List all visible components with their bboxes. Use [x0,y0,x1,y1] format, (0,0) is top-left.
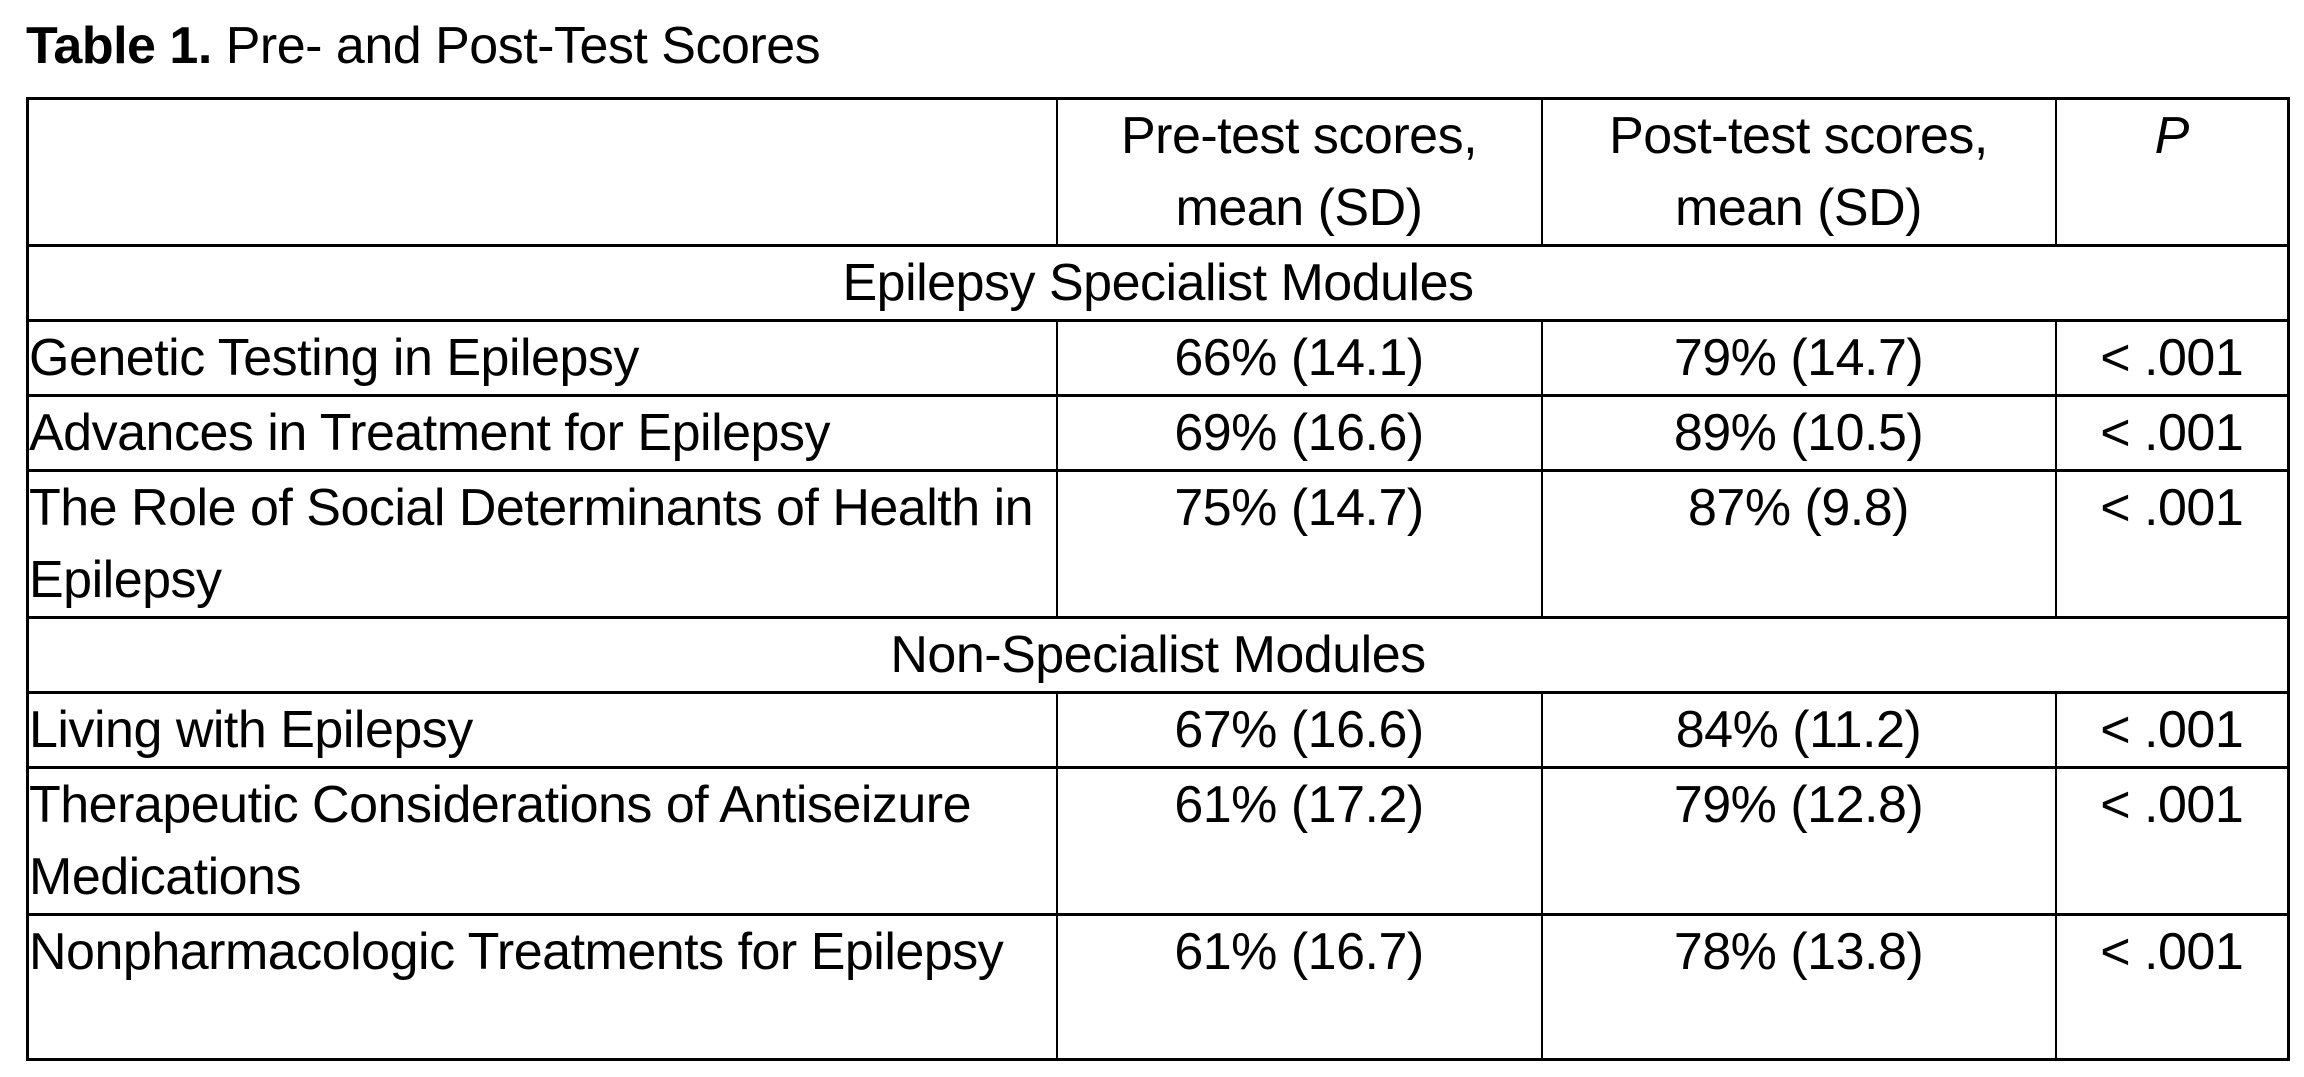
pre-score-cell: 61% (17.2) [1055,766,1543,916]
module-cell: Genetic Testing in Epilepsy [26,319,1058,397]
post-score-cell: 89% (10.5) [1540,394,2057,472]
column-header-posttest: Post-test scores, mean (SD) [1540,97,2057,247]
module-cell: The Role of Social Determinants of Healt… [26,469,1058,619]
header-row: Pre-test scores, mean (SD) Post-test sco… [26,97,2290,247]
table-row: Nonpharmacologic Treatments for Epilepsy… [26,913,2290,1061]
post-score-cell: 79% (12.8) [1540,766,2057,916]
pre-score-cell: 69% (16.6) [1055,394,1543,472]
column-header-posttest-line1: Post-test scores, [1609,107,1988,165]
column-header-pretest-line2: mean (SD) [1175,179,1423,237]
table-row: Genetic Testing in Epilepsy 66% (14.1) 7… [26,319,2290,397]
table-caption-title: Pre- and Post-Test Scores [225,17,821,75]
pre-score-cell: 66% (14.1) [1055,319,1543,397]
p-value-cell: < .001 [2054,469,2290,619]
p-value-cell: < .001 [2054,691,2290,769]
module-cell: Advances in Treatment for Epilepsy [26,394,1058,472]
p-value-cell: < .001 [2054,319,2290,397]
p-value-cell: < .001 [2054,913,2290,1061]
section-header-row: Non-Specialist Modules [26,616,2290,694]
post-score-cell: 78% (13.8) [1540,913,2057,1061]
table-row: Living with Epilepsy 67% (16.6) 84% (11.… [26,691,2290,769]
module-cell: Nonpharmacologic Treatments for Epilepsy [26,913,1058,1061]
column-header-posttest-line2: mean (SD) [1675,179,1922,237]
table-row: Advances in Treatment for Epilepsy 69% (… [26,394,2290,472]
p-value-cell: < .001 [2054,766,2290,916]
module-cell: Therapeutic Considerations of Antiseizur… [26,766,1058,916]
column-header-pretest: Pre-test scores, mean (SD) [1055,97,1543,247]
section-header-cell: Non-Specialist Modules [26,616,2290,694]
section-header-row: Epilepsy Specialist Modules [26,244,2290,322]
table-row: The Role of Social Determinants of Healt… [26,469,2290,619]
p-value-cell: < .001 [2054,394,2290,472]
post-score-cell: 87% (9.8) [1540,469,2057,619]
column-header-blank [26,97,1058,247]
pre-score-cell: 75% (14.7) [1055,469,1543,619]
pre-post-scores-table: Pre-test scores, mean (SD) Post-test sco… [26,97,2290,1061]
table-row: Therapeutic Considerations of Antiseizur… [26,766,2290,916]
pre-score-cell: 61% (16.7) [1055,913,1543,1061]
post-score-cell: 84% (11.2) [1540,691,2057,769]
pre-score-cell: 67% (16.6) [1055,691,1543,769]
post-score-cell: 79% (14.7) [1540,319,2057,397]
table-caption-number: Table 1. [26,17,212,75]
column-header-pretest-line1: Pre-test scores, [1120,107,1478,165]
module-cell: Living with Epilepsy [26,691,1058,769]
table-caption: Table 1. Pre- and Post-Test Scores [26,10,821,82]
section-header-cell: Epilepsy Specialist Modules [26,244,2290,322]
column-header-pvalue: P [2054,97,2290,247]
